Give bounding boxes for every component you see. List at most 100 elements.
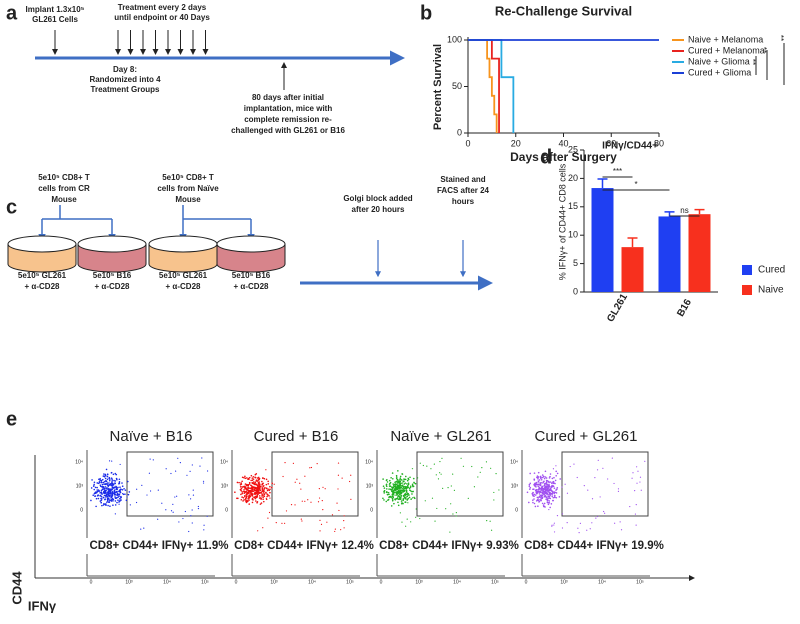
event-dot [245,495,248,498]
event-dot [545,492,548,495]
plot-title: Naïve + GL261 [390,428,491,445]
x-tick-label: 10³ [415,579,423,585]
event-dot [250,474,253,477]
event-dot [403,478,405,480]
event-dot [197,505,199,508]
event-dot [537,478,539,480]
event-dot [251,501,254,504]
event-dot [410,498,412,500]
event-dot [402,485,405,488]
event-dot [545,477,548,479]
event-dot [541,485,544,488]
event-dot [639,481,641,483]
event-dot [547,489,549,491]
plot-title: Cured + B16 [254,428,339,445]
y-tick-label: 20 [568,173,578,183]
event-dot [383,489,386,492]
event-dot [301,500,303,502]
event-dot [97,494,100,496]
event-dot [109,505,111,507]
event-dot [100,495,103,498]
event-dot [441,457,443,459]
event-dot [114,513,116,515]
event-dot [337,462,340,464]
event-dot [170,510,173,512]
event-dot [631,477,633,479]
event-dot [536,476,539,479]
event-dot [99,495,102,497]
event-dot [101,486,103,488]
event-dot [398,495,400,497]
event-dot [273,483,275,485]
event-dot [310,466,313,469]
event-dot [261,487,264,489]
event-dot [261,495,263,497]
legend-label: Naive + Glioma [688,56,750,66]
event-dot [394,498,396,500]
caption: Golgi block added [343,194,412,203]
event-dot [586,529,588,531]
event-dot [108,477,110,479]
event-dot [405,525,407,527]
chart-title: Re-Challenge Survival [495,3,632,18]
event-dot [334,528,336,530]
event-dot [554,496,556,498]
event-dot [388,495,391,498]
event-dot [115,473,118,476]
event-dot [566,522,568,524]
event-dot [304,475,306,477]
event-dot [248,489,251,492]
event-dot [157,489,159,491]
event-dot [317,501,320,503]
event-dot [400,489,402,491]
event-dot [576,476,578,479]
event-dot [115,485,117,487]
dish-top [77,235,147,253]
y-tick-label: 15 [568,201,578,211]
x-tick-label: 10⁵ [201,579,209,585]
event-dot [611,457,613,459]
event-dot [437,478,440,480]
event-dot [251,479,254,482]
event-dot [97,497,100,500]
event-dot [644,460,646,462]
event-dot [543,502,546,505]
event-dot [244,477,247,480]
event-dot [176,495,178,497]
event-dot [596,469,599,471]
dish-top [7,235,77,253]
event-dot [544,482,546,485]
event-dot [259,489,262,492]
event-dot [103,487,105,489]
caption: 5e10⁵ B16 [232,271,271,280]
event-dot [399,491,401,493]
event-dot [178,521,180,523]
event-dot [545,479,548,482]
event-dot [206,470,209,472]
legend-swatch [742,285,752,295]
event-dot [556,486,559,489]
event-dot [389,481,392,484]
event-dot [111,486,114,489]
event-dot [108,460,111,462]
event-dot [106,497,109,500]
event-dot [544,490,547,493]
event-dot [90,499,92,502]
event-dot [246,477,248,479]
event-dot [269,485,271,488]
event-dot [252,478,255,480]
event-dot [122,493,124,495]
event-dot [395,494,397,496]
event-dot [385,500,388,503]
event-dot [553,495,556,497]
event-dot [439,460,441,463]
event-dot [391,499,394,501]
event-dot [350,474,352,476]
significance-label: * [634,180,637,189]
treatment-arrows [115,30,209,55]
event-dot [407,477,410,480]
event-dot [116,501,118,504]
event-dot [93,488,96,491]
event-dot [240,482,242,485]
event-dot [385,488,388,490]
